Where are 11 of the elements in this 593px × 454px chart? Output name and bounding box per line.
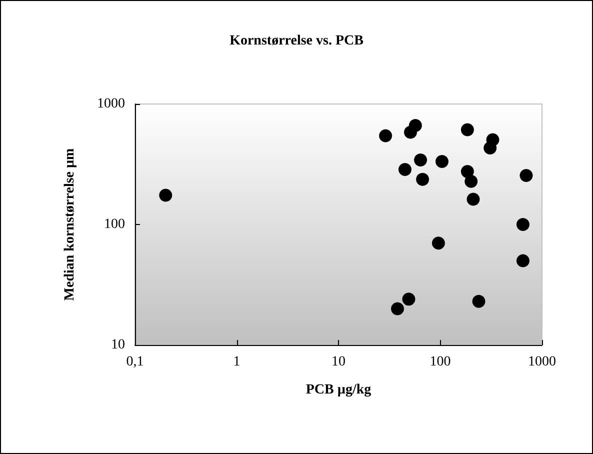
x-axis-title: PCB µg/kg xyxy=(306,382,372,398)
chart-title: Kornstørrelse vs. PCB xyxy=(230,34,364,48)
x-tick-label: 1000 xyxy=(528,354,556,370)
y-axis-title: Median kornstørrelse µm xyxy=(62,148,78,301)
y-tick-label: 1000 xyxy=(97,96,125,112)
x-tick-label: 0,1 xyxy=(126,354,144,370)
x-tick-label: 10 xyxy=(332,354,346,370)
y-tick-label: 10 xyxy=(111,338,125,352)
x-tick-label: 1 xyxy=(233,354,240,370)
x-tick-label: 100 xyxy=(430,354,451,370)
y-tick-label: 100 xyxy=(104,217,125,232)
